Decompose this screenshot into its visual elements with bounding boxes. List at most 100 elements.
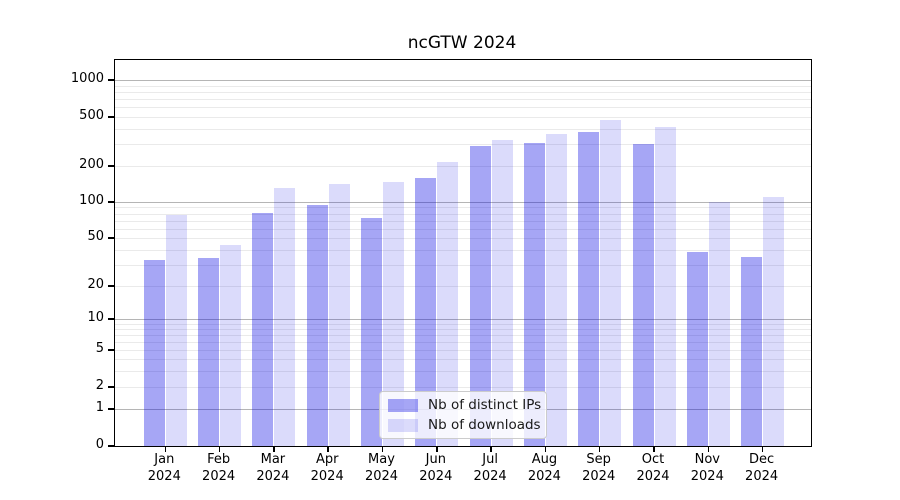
legend: Nb of distinct IPs Nb of downloads bbox=[379, 391, 547, 439]
month-label: Apr bbox=[315, 452, 339, 467]
x-axis-tick bbox=[381, 446, 384, 452]
plot-area bbox=[108, 59, 812, 452]
x-axis-tick-label: Jun 2024 bbox=[406, 452, 466, 485]
y-axis-tick bbox=[108, 386, 115, 388]
x-axis-tick-label: May 2024 bbox=[352, 452, 412, 485]
month-label: Aug bbox=[531, 452, 558, 467]
gridline-minor bbox=[115, 213, 811, 215]
y-axis-tick-label: 10 bbox=[87, 310, 104, 325]
bar-nb-of-distinct-ips-sep bbox=[578, 131, 600, 446]
y-axis-tick bbox=[108, 285, 115, 287]
gridline-minor bbox=[115, 117, 811, 118]
bar-nb-of-downloads-oct bbox=[654, 126, 676, 446]
legend-label-downloads: Nb of downloads bbox=[428, 417, 541, 433]
gridline-minor bbox=[115, 99, 811, 101]
x-axis-tick bbox=[544, 446, 547, 452]
x-axis-tick bbox=[327, 446, 329, 452]
x-axis-tick bbox=[490, 446, 492, 452]
y-axis-tick-label: 5 bbox=[95, 341, 104, 356]
gridline-minor bbox=[115, 91, 811, 93]
x-axis-tick bbox=[218, 446, 221, 452]
bar-nb-of-downloads-may bbox=[383, 182, 404, 446]
bar-nb-of-distinct-ips-nov bbox=[686, 252, 708, 446]
bar-nb-of-downloads-nov bbox=[708, 202, 730, 446]
year-label: 2024 bbox=[636, 468, 670, 484]
y-axis-tick-label: 0 bbox=[95, 437, 104, 452]
y-axis-tick bbox=[108, 237, 115, 239]
legend-row-downloads: Nb of downloads bbox=[388, 417, 541, 433]
y-axis-tick-label: 200 bbox=[79, 157, 104, 172]
y-axis-tick bbox=[108, 165, 115, 167]
bar-nb-of-downloads-dec bbox=[763, 197, 785, 446]
x-axis-tick bbox=[436, 446, 438, 452]
chart-title: ncGTW 2024 bbox=[407, 33, 517, 53]
gridline-minor bbox=[115, 387, 811, 388]
y-axis-tick bbox=[108, 408, 115, 410]
x-axis-tick-label: Nov 2024 bbox=[677, 452, 737, 485]
y-axis-tick bbox=[108, 445, 115, 447]
year-label: 2024 bbox=[310, 468, 344, 484]
gridline-minor bbox=[115, 238, 811, 239]
month-label: Feb bbox=[207, 452, 231, 467]
gridline-minor bbox=[115, 128, 811, 130]
bar-nb-of-distinct-ips-feb bbox=[198, 258, 220, 446]
gridline-minor bbox=[115, 228, 811, 230]
year-label: 2024 bbox=[582, 468, 616, 484]
gridline-minor bbox=[115, 220, 811, 222]
legend-row-distinct-ips: Nb of distinct IPs bbox=[388, 397, 542, 413]
bar-nb-of-downloads-jul bbox=[491, 140, 513, 446]
year-label: 2024 bbox=[745, 468, 779, 484]
bar-nb-of-distinct-ips-may bbox=[361, 218, 382, 446]
month-label: Sep bbox=[586, 452, 611, 467]
x-axis-tick-label: Oct 2024 bbox=[623, 452, 683, 485]
gridline-major bbox=[115, 80, 811, 81]
month-label: Jan bbox=[154, 452, 175, 467]
year-label: 2024 bbox=[419, 468, 453, 484]
gridline-minor bbox=[115, 323, 811, 325]
x-axis-tick bbox=[653, 446, 655, 452]
gridline-major bbox=[115, 202, 811, 203]
x-axis-tick-label: Mar 2024 bbox=[243, 452, 303, 485]
bar-nb-of-distinct-ips-jun bbox=[415, 177, 437, 446]
x-axis-tick bbox=[164, 446, 167, 452]
month-label: Nov bbox=[694, 452, 720, 467]
bar-nb-of-distinct-ips-oct bbox=[632, 144, 654, 446]
bar-nb-of-downloads-aug bbox=[545, 133, 567, 446]
gridline-minor bbox=[115, 249, 811, 251]
x-axis-tick bbox=[761, 446, 764, 452]
gridline-minor bbox=[115, 264, 811, 266]
legend-swatch-downloads bbox=[388, 418, 418, 432]
bar-nb-of-downloads-jan bbox=[165, 214, 187, 446]
y-axis-tick-label: 2 bbox=[95, 378, 104, 393]
gridline-minor bbox=[115, 328, 811, 330]
gridline-minor bbox=[115, 350, 811, 351]
gridline-minor bbox=[115, 370, 811, 372]
bar-nb-of-distinct-ips-jul bbox=[469, 146, 491, 446]
x-axis-tick-label: Jan 2024 bbox=[134, 452, 194, 485]
x-axis-tick bbox=[273, 446, 275, 452]
bar-nb-of-distinct-ips-aug bbox=[523, 142, 545, 446]
bar-nb-of-downloads-feb bbox=[220, 244, 242, 446]
gridline-minor bbox=[115, 286, 811, 287]
gridline-minor bbox=[115, 166, 811, 167]
y-axis-tick-label: 20 bbox=[87, 277, 104, 292]
y-axis-tick-label: 50 bbox=[87, 229, 104, 244]
month-label: Oct bbox=[641, 452, 665, 467]
month-label: Jun bbox=[425, 452, 446, 467]
legend-label-distinct-ips: Nb of distinct IPs bbox=[428, 397, 542, 413]
y-axis-tick bbox=[108, 116, 115, 118]
gridline-minor bbox=[115, 334, 811, 336]
y-axis-tick bbox=[108, 79, 115, 81]
month-label: Dec bbox=[749, 452, 775, 467]
year-label: 2024 bbox=[527, 468, 561, 484]
y-axis-tick bbox=[108, 318, 115, 320]
bar-nb-of-distinct-ips-jan bbox=[143, 259, 165, 446]
x-axis-tick bbox=[598, 446, 601, 452]
gridline-minor bbox=[115, 85, 811, 87]
month-label: May bbox=[368, 452, 395, 467]
gridline-minor bbox=[115, 207, 811, 209]
legend-swatch-distinct-ips bbox=[388, 398, 418, 412]
y-axis-tick-label: 500 bbox=[79, 108, 104, 123]
x-axis-tick-label: Apr 2024 bbox=[297, 452, 357, 485]
